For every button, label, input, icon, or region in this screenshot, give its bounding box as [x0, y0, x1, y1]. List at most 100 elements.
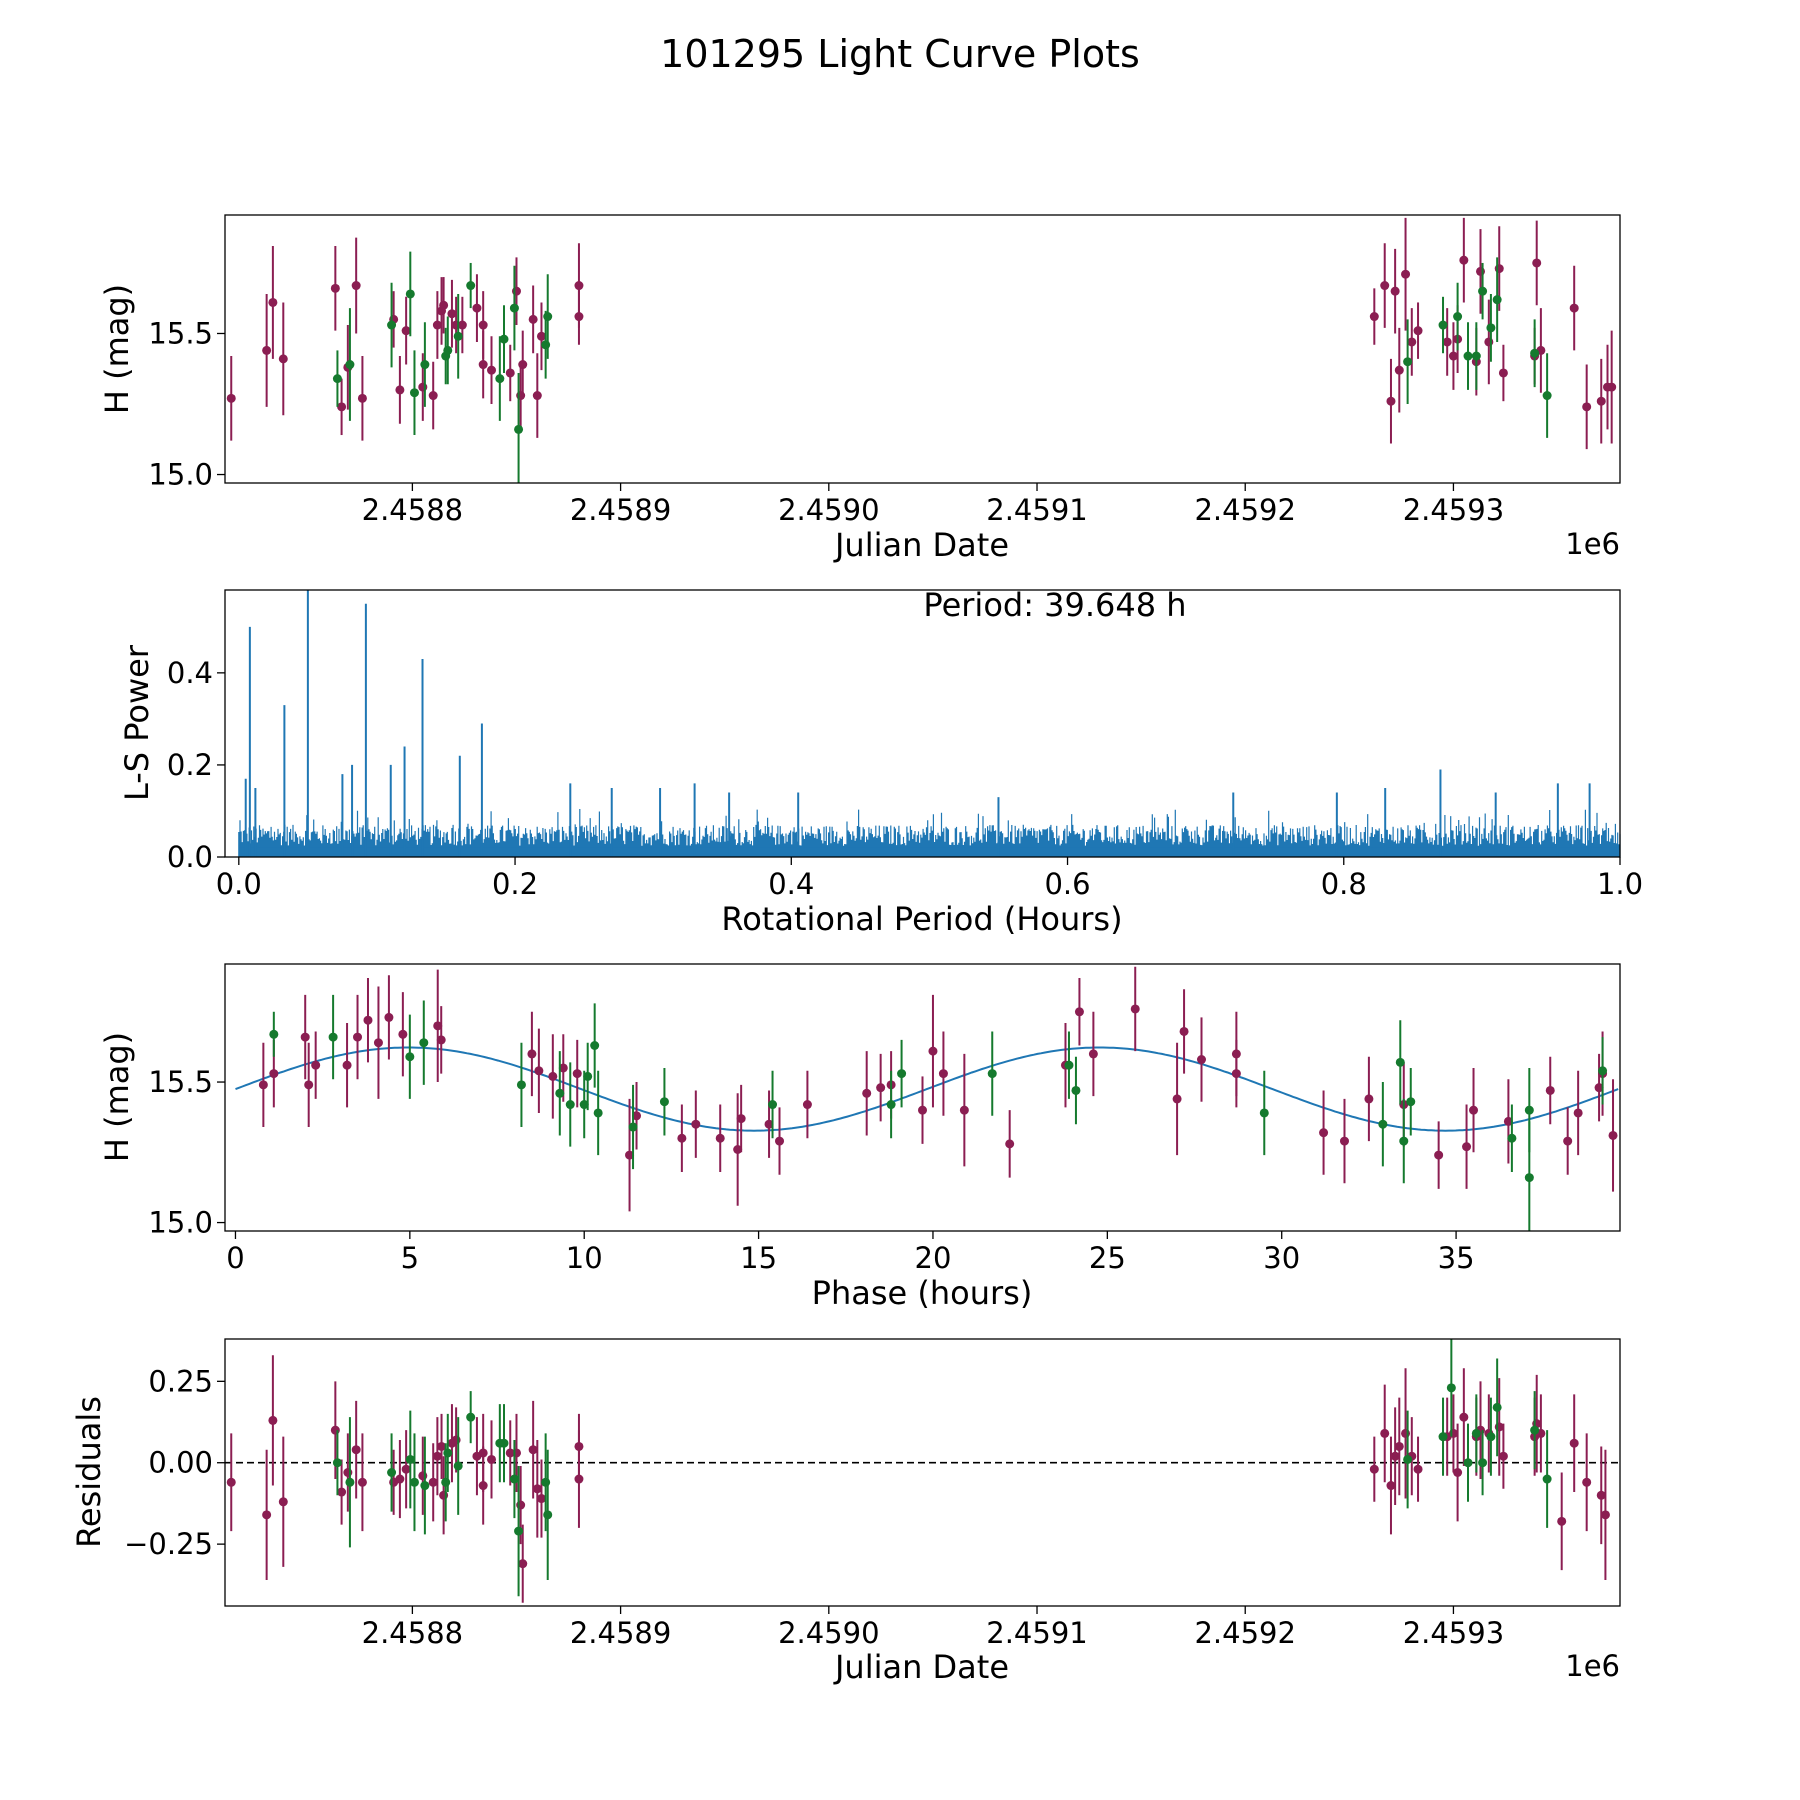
periodogram-x-label: Rotational Period (Hours) — [721, 900, 1122, 938]
phased-curve-x-tick-label: 35 — [1438, 1241, 1475, 1275]
filter-a-point — [401, 326, 411, 336]
light-curve-x-tick-label: 2.4591 — [986, 493, 1087, 527]
filter-b-point — [332, 1458, 342, 1468]
filter-b-point — [768, 1100, 778, 1110]
filter-a-point — [862, 1088, 872, 1098]
filter-a-point — [1442, 337, 1452, 347]
sinusoid-fit-line — [235, 1046, 1619, 1132]
residuals-panel: 2.4588 2.4589 2.4590 2.4591 2.4592 2.4593 0.25… — [70, 1338, 1621, 1686]
filter-a-point — [1390, 286, 1400, 296]
filter-a-point — [226, 1477, 236, 1487]
periodogram-x-tick-label: 0.8 — [1321, 867, 1367, 901]
filter-b-point — [443, 345, 453, 355]
filter-a-point — [1557, 1516, 1567, 1526]
filter-a-point — [528, 314, 538, 324]
filter-a-point — [516, 1500, 526, 1510]
light-curve-marks — [226, 217, 1617, 483]
phased-curve-y-tick-label: 15.5 — [148, 1065, 213, 1099]
filter-a-point — [439, 300, 449, 310]
residuals-x-tick-label: 2.4592 — [1194, 1616, 1295, 1650]
filter-b-point — [405, 1052, 415, 1062]
filter-b-point — [1524, 1173, 1534, 1183]
filter-b-point — [419, 1038, 429, 1048]
filter-a-point — [1074, 1007, 1084, 1017]
filter-a-point — [518, 1559, 528, 1569]
phased-curve-x-tick-label: 10 — [566, 1241, 603, 1275]
filter-b-point — [1064, 1060, 1074, 1070]
filter-a-point — [1197, 1055, 1206, 1065]
filter-a-point — [343, 1468, 353, 1477]
light-curve-y-label: H (mag) — [98, 284, 136, 414]
filter-a-point — [351, 281, 361, 291]
filter-b-point — [543, 1510, 553, 1520]
filter-a-point — [1582, 402, 1592, 412]
filter-b-point — [1478, 1458, 1488, 1468]
filter-a-point — [337, 1487, 347, 1497]
filter-a-point — [373, 1038, 383, 1048]
filter-a-point — [262, 345, 272, 355]
filter-a-point — [1596, 1490, 1606, 1500]
filter-a-point — [1380, 281, 1390, 291]
filter-a-point — [802, 1100, 812, 1110]
filter-a-point — [1386, 1481, 1396, 1491]
filter-a-point — [226, 393, 236, 403]
figure-title: 101295 Light Curve Plots — [660, 32, 1140, 76]
filter-b-point — [466, 281, 476, 291]
filter-b-point — [328, 1032, 338, 1042]
periodogram-x-tick-label: 0.0 — [216, 867, 262, 901]
filter-a-point — [876, 1083, 886, 1093]
filter-b-point — [269, 1029, 279, 1039]
light-curve-axes-frame — [224, 214, 1621, 484]
filter-a-point — [511, 286, 521, 296]
filter-b-point — [628, 1122, 638, 1132]
filter-a-point — [353, 1032, 363, 1042]
filter-a-point — [505, 368, 515, 378]
filter-a-point — [337, 402, 347, 412]
filter-a-point — [505, 1448, 515, 1458]
filter-a-point — [1394, 1441, 1404, 1451]
light-curve-x-tick-label: 2.4593 — [1403, 493, 1504, 527]
filter-a-point — [1380, 1428, 1390, 1438]
filter-a-point — [1600, 1510, 1610, 1520]
filter-a-point — [1005, 1139, 1015, 1149]
phased-curve-x-label: Phase (hours) — [812, 1274, 1033, 1312]
filter-b-point — [345, 360, 355, 370]
periodogram-x-tick-label: 0.4 — [768, 867, 814, 901]
filter-b-point — [541, 340, 551, 350]
periodogram-axes-frame — [224, 589, 1621, 858]
filter-a-point — [532, 391, 542, 401]
filter-a-point — [536, 331, 546, 341]
light-curve-y-tick-label: 15.0 — [148, 458, 213, 492]
filter-a-point — [1569, 303, 1579, 313]
filter-b-point — [1478, 286, 1488, 296]
filter-a-point — [1130, 1004, 1140, 1014]
filter-b-point — [1395, 1057, 1405, 1067]
filter-a-point — [1503, 1116, 1513, 1126]
filter-b-point — [1378, 1119, 1388, 1129]
filter-a-point — [433, 1021, 443, 1031]
residuals-y-tick-label: 0.25 — [148, 1364, 213, 1398]
filter-b-point — [1471, 1428, 1481, 1438]
filter-b-point — [1453, 312, 1463, 322]
filter-a-point — [691, 1119, 701, 1129]
filter-a-point — [516, 391, 526, 401]
light-curve-x-tick-label: 2.4589 — [570, 493, 671, 527]
filter-a-point — [351, 1445, 361, 1455]
phased-curve-marks — [235, 966, 1619, 1231]
filter-a-point — [278, 1497, 288, 1507]
filter-a-point — [395, 1474, 405, 1484]
filter-b-point — [495, 374, 505, 384]
periodogram-y-tick-label: 0.4 — [167, 656, 213, 690]
filter-a-point — [1453, 1468, 1463, 1477]
filter-a-point — [487, 365, 497, 375]
filter-a-point — [1448, 351, 1458, 361]
filter-a-point — [487, 1454, 497, 1464]
filter-b-point — [1438, 320, 1448, 330]
filter-b-point — [1463, 351, 1473, 361]
filter-a-point — [395, 385, 405, 395]
filter-b-point — [1492, 1402, 1502, 1412]
filter-a-point — [518, 360, 528, 370]
filter-b-point — [1471, 351, 1481, 361]
filter-a-point — [775, 1136, 785, 1146]
phased-curve-x-tick-label: 25 — [1089, 1241, 1126, 1275]
